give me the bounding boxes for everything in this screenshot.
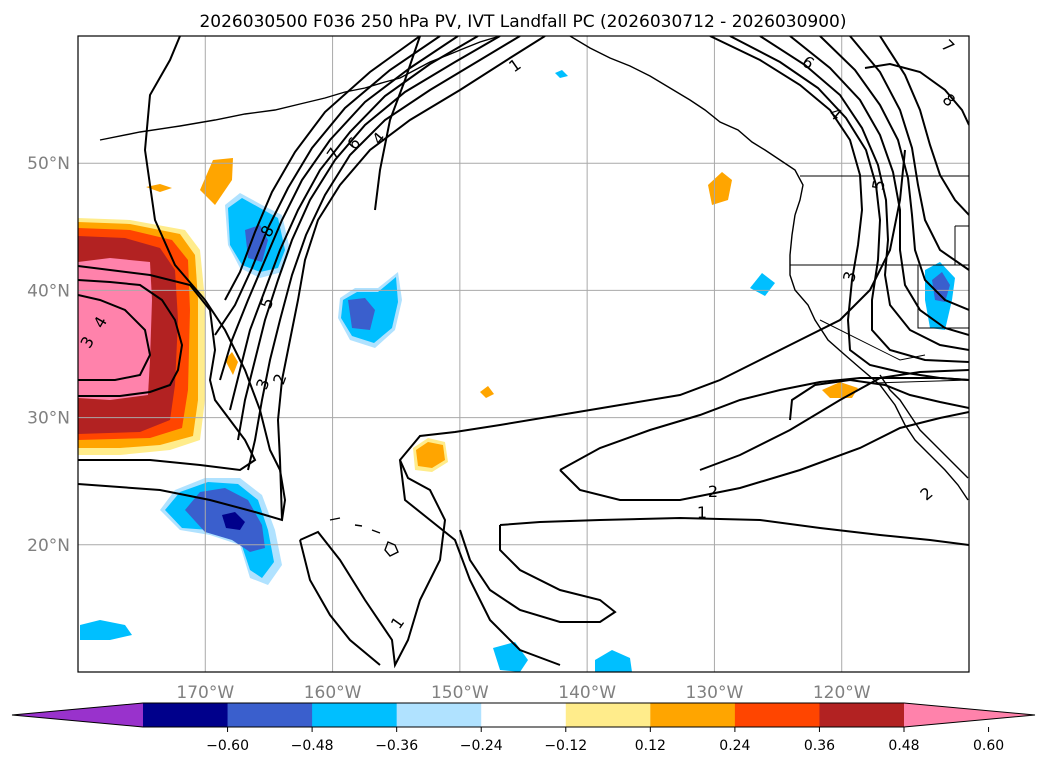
colorbar-segment (819, 703, 905, 727)
contour-east-3 (759, 36, 969, 351)
us-mexico-border (874, 379, 969, 384)
colorbar-segment (650, 703, 736, 727)
contour-4-west (78, 294, 152, 381)
baja-coast (879, 374, 969, 479)
colorbar-extend-low (12, 703, 143, 727)
contour-ridge-2 (247, 36, 521, 471)
contour-east-1 (709, 36, 969, 381)
contour-ridge-6 (214, 36, 441, 336)
contour-east-7 (879, 36, 969, 216)
cold-anomaly-small-5 (555, 70, 568, 78)
contour-label-1-east: 1 (697, 503, 707, 522)
lon-tick-label: 120°W (813, 683, 871, 703)
colorbar-tick-label: −0.24 (460, 738, 503, 754)
colorbar: −0.60 −0.48 −0.36 −0.24 −0.12 0.12 0.24 0.36 0.4… (11, 702, 1036, 754)
contour-label-2-east: 2 (708, 482, 718, 501)
lon-tick-label: 130°W (686, 683, 744, 703)
colorbar-extend-high (904, 703, 1035, 727)
contour-label-3-east: 3 (839, 269, 860, 284)
us-west-coast (789, 214, 969, 501)
contour-3-west (78, 279, 184, 397)
contour-1-west (78, 36, 287, 522)
warm-anomaly-west-pink (78, 258, 152, 400)
cold-anomaly-small-2 (80, 620, 132, 640)
lon-tick-label: 170°W (176, 683, 234, 703)
colorbar-tick-label: 0.60 (973, 738, 1004, 754)
colorbar-outline (11, 702, 1036, 728)
contour-ridge-1 (276, 36, 546, 521)
cold-anomaly-north-blue (245, 225, 268, 262)
contour-central-3 (459, 516, 969, 623)
colorbar-tick-label: −0.12 (544, 738, 587, 754)
chart-title: 2026030500 F036 250 hPa PV, IVT Landfall… (199, 12, 846, 32)
graticule-lines (78, 36, 969, 672)
contour-ridge-4 (229, 36, 479, 411)
colorbar-tick-label: 0.24 (719, 738, 750, 754)
colorbar-tick-label: −0.36 (375, 738, 418, 754)
contour-east-4 (789, 36, 969, 336)
cold-anomaly-small-4 (595, 650, 632, 672)
contour-ridge-3 (237, 36, 501, 441)
colorbar-tick-label: −0.60 (206, 738, 249, 754)
contour-label-5-east: 5 (868, 178, 888, 191)
canada-bc-coast (569, 36, 804, 216)
contour-east-2 (729, 36, 969, 363)
warm-anomaly-small-3b (416, 442, 445, 468)
contour-central-1 (299, 36, 561, 666)
warm-anomaly-small-7 (146, 184, 172, 192)
contour-east-5 (819, 36, 969, 311)
colorbar-segment (227, 703, 313, 727)
lat-tick-label: 50°N (27, 154, 70, 174)
warm-anomaly-small-6 (480, 386, 494, 398)
latitude-tick-labels: 20°N 30°N 40°N 50°N (27, 154, 70, 556)
contour-2-west (78, 265, 257, 472)
state-line-4 (954, 225, 969, 265)
pv-contours (78, 36, 969, 669)
contour-east-8 (864, 62, 969, 126)
cold-anomaly-central-blue (348, 298, 375, 330)
longitude-tick-labels: 170°W 160°W 150°W 140°W 130°W 120°W (176, 683, 870, 703)
alaska-coast (99, 36, 501, 141)
colorbar-segment (143, 703, 229, 727)
contour-ridge-7 (224, 36, 421, 301)
hawaii-islands (329, 517, 399, 557)
colorbar-tick-label: 0.36 (804, 738, 835, 754)
colorbar-tick-label: 0.48 (888, 738, 919, 754)
contour-ridge-5 (219, 36, 459, 381)
contour-central-5 (699, 369, 969, 471)
lon-tick-label: 140°W (558, 683, 616, 703)
colorbar-tick-label: −0.48 (291, 738, 334, 754)
colorbar-segment (312, 703, 398, 727)
coastlines (99, 36, 969, 557)
lon-tick-label: 150°W (431, 683, 489, 703)
lat-tick-label: 30°N (27, 409, 70, 429)
warm-anomaly-small-1 (200, 158, 233, 205)
warm-anomaly-small-5 (225, 352, 238, 375)
colorbar-segment (565, 703, 651, 727)
state-line-2 (917, 265, 969, 329)
colorbar-segment (396, 703, 482, 727)
map-area: 1 7 6 4 8 5 3 2 4 3 1 2 1 6 4 8 7 3 5 2 (78, 36, 969, 672)
contour-central-2 (299, 149, 906, 669)
contour-east-6 (849, 36, 969, 271)
colorbar-tick-label: 0.12 (635, 738, 666, 754)
contour-central-6 (789, 378, 969, 421)
lon-tick-label: 160°W (304, 683, 362, 703)
lat-tick-label: 40°N (27, 281, 70, 301)
contour-central-4 (559, 377, 969, 501)
map-frame (77, 35, 970, 673)
cold-anomaly-south-navy (222, 512, 245, 530)
cold-anomaly-east-blue (932, 272, 950, 302)
colorbar-segment (481, 703, 567, 727)
map-background (78, 36, 969, 672)
colorbar-segment (734, 703, 820, 727)
lat-tick-label: 20°N (27, 536, 70, 556)
